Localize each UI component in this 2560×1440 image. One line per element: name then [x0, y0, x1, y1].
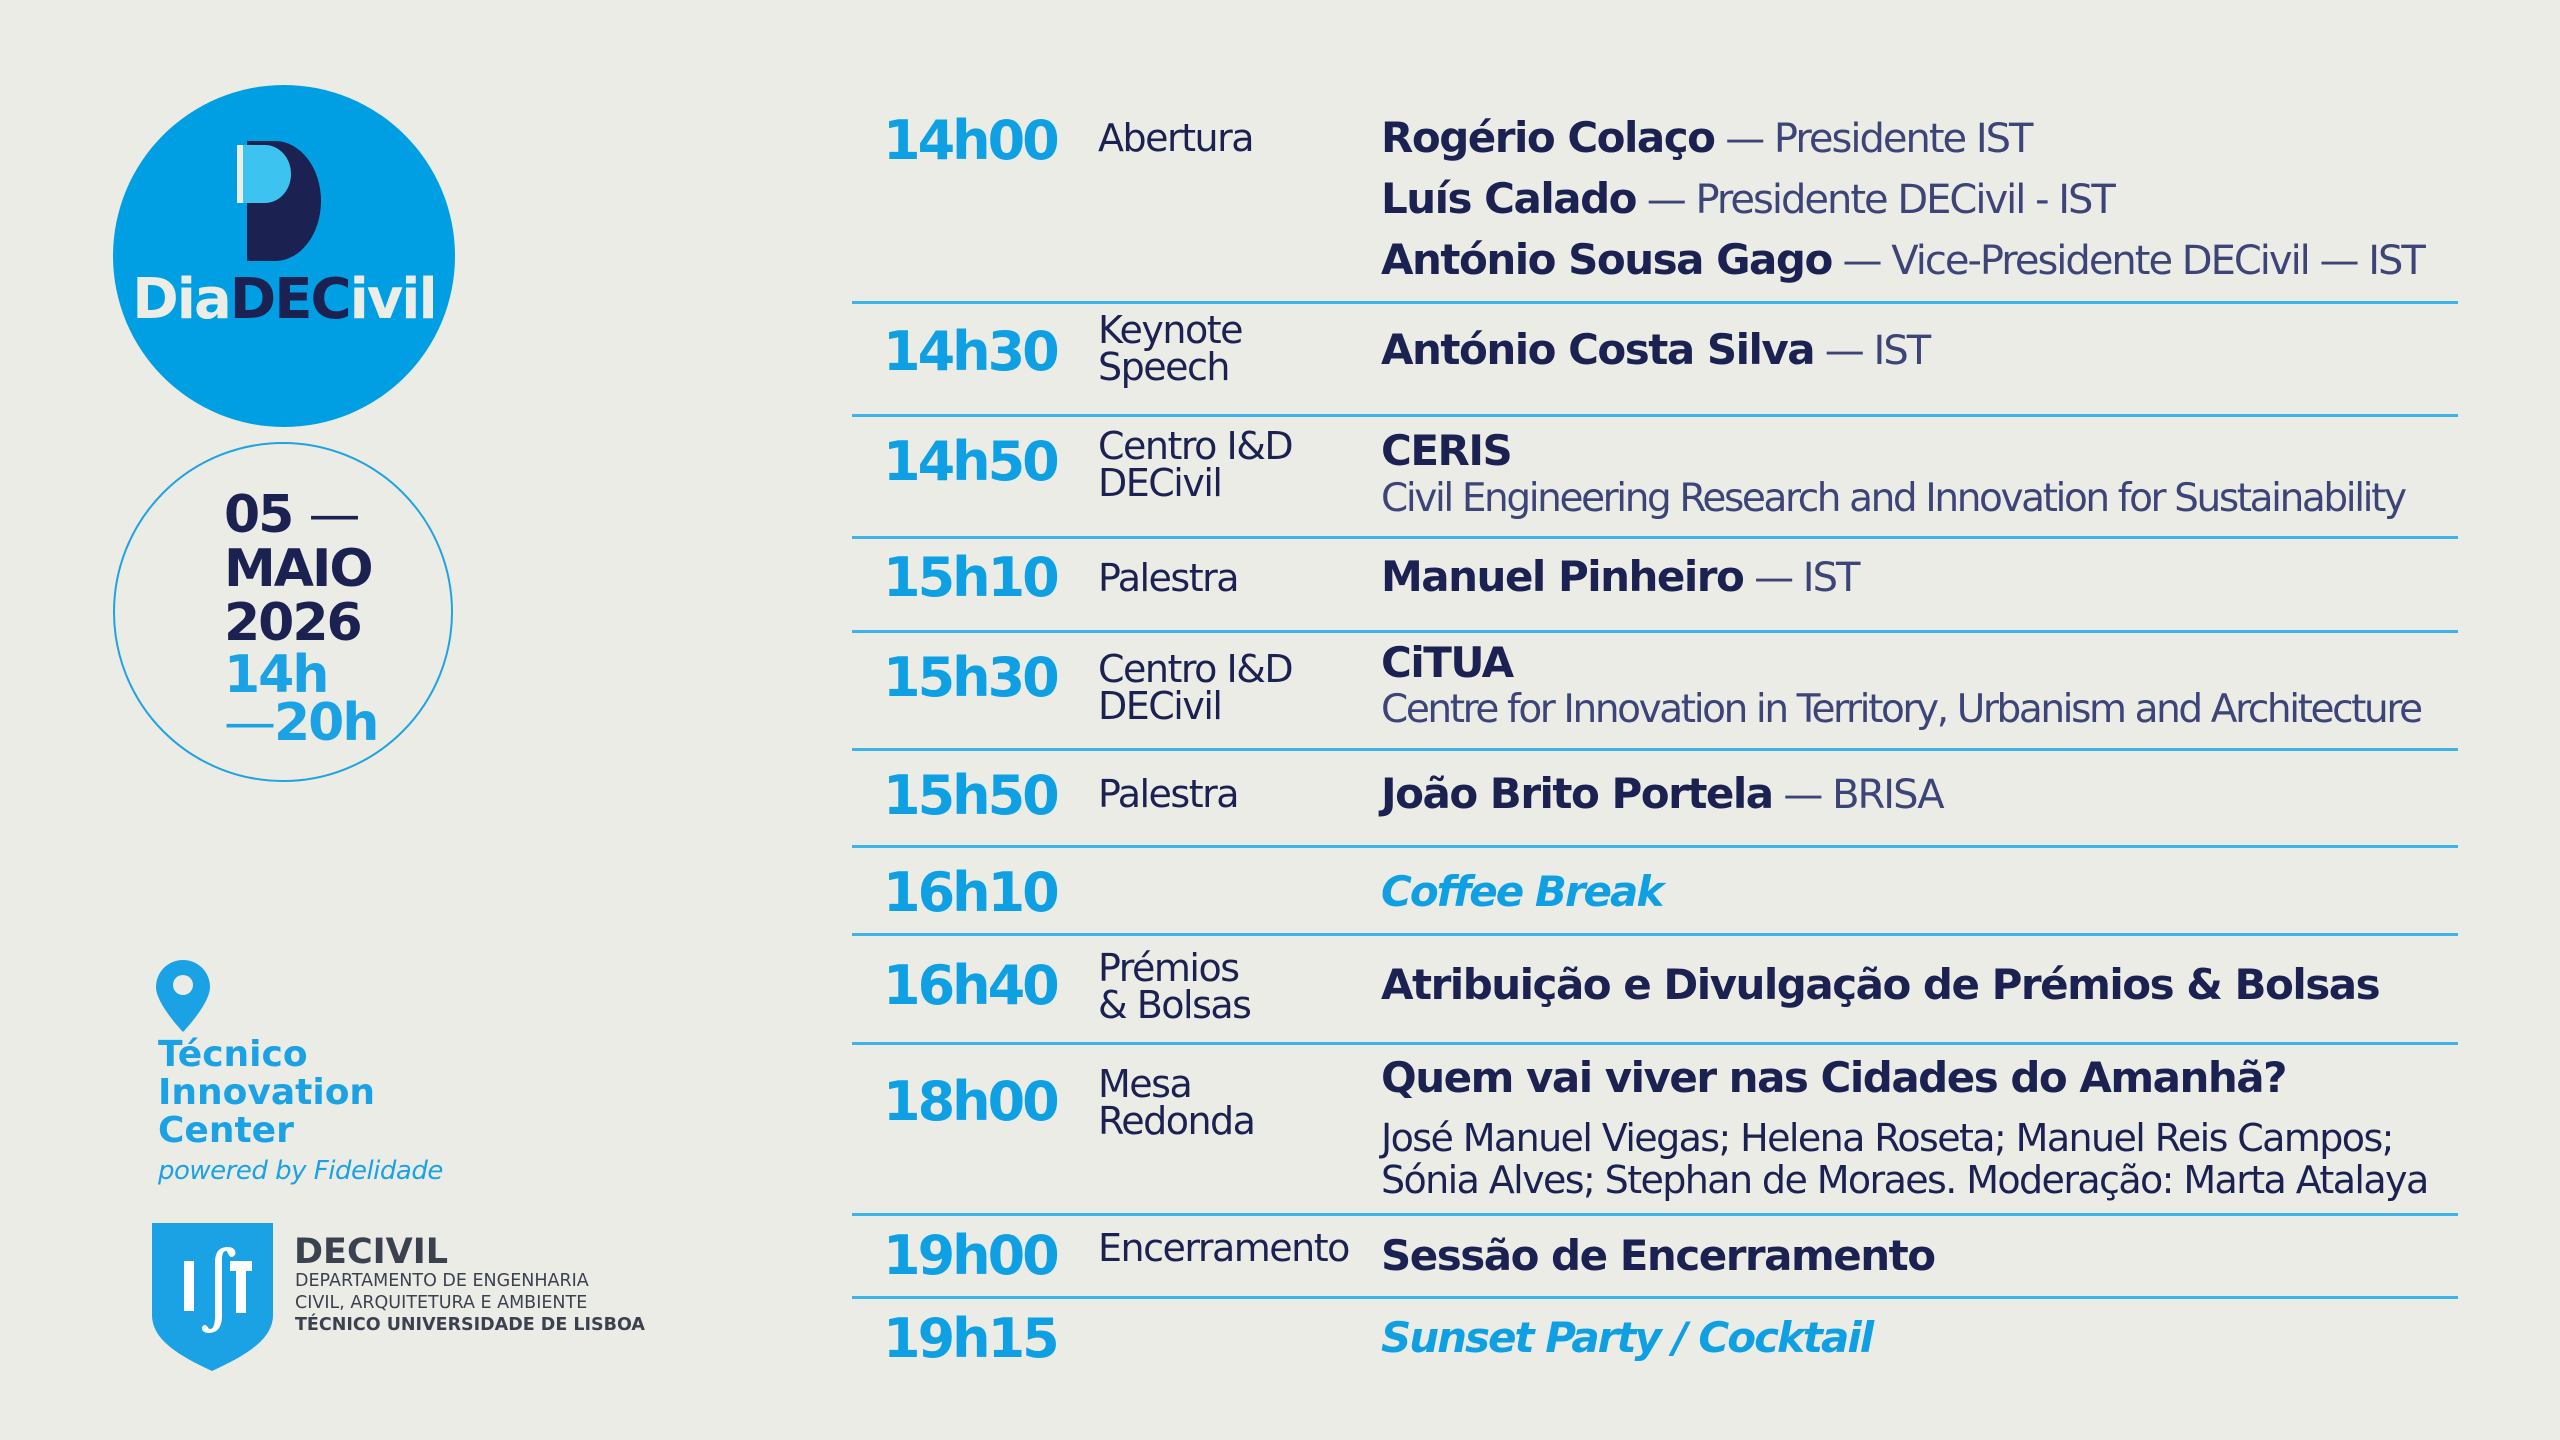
- session-type: Palestra: [1098, 556, 1240, 600]
- session-time: 16h40: [883, 954, 1060, 1017]
- row-divider: [852, 1213, 2458, 1216]
- session-time: 14h30: [883, 320, 1060, 383]
- session-type: DECivil: [1098, 461, 1223, 505]
- time-end: —20h: [224, 693, 379, 753]
- logo-d-icon: [237, 141, 321, 261]
- powered-by-text: powered by Fidelidade: [158, 1156, 443, 1186]
- organizer-title: DECIVIL: [294, 1232, 449, 1272]
- session-type: DECivil: [1098, 684, 1223, 728]
- session-title: Sessão de Encerramento: [1381, 1231, 1936, 1280]
- row-divider: [852, 301, 2458, 304]
- speaker: António Sousa Gago — Vice-Presidente DEC…: [1381, 235, 2426, 284]
- row-divider: [852, 933, 2458, 936]
- session-time: 19h00: [883, 1224, 1060, 1287]
- speaker: Manuel Pinheiro — IST: [1381, 552, 1860, 601]
- speaker: João Brito Portela — BRISA: [1381, 769, 1945, 818]
- date-month: MAIO: [224, 539, 374, 599]
- organizer-sub-3: TÉCNICO UNIVERSIDADE DE LISBOA: [295, 1315, 645, 1335]
- panel-names: Sónia Alves; Stephan de Moraes. Moderaçã…: [1381, 1158, 2429, 1202]
- date-year: 2026: [224, 593, 363, 653]
- session-type: Centro I&D: [1098, 424, 1294, 468]
- session-subtitle: Centre for Innovation in Territory, Urba…: [1381, 687, 2423, 732]
- session-type: Centro I&D: [1098, 647, 1294, 691]
- row-divider: [852, 414, 2458, 417]
- session-time: 14h50: [883, 430, 1060, 493]
- session-type: Speech: [1098, 345, 1230, 389]
- session-type: Encerramento: [1098, 1226, 1350, 1270]
- row-divider: [852, 1042, 2458, 1045]
- organizer-sub-2: CIVIL, ARQUITETURA E AMBIENTE: [295, 1293, 588, 1313]
- speaker: António Costa Silva — IST: [1381, 325, 1931, 374]
- date-badge: 05 — MAIO 2026 14h —20h: [113, 442, 453, 782]
- venue-line-2: Innovation: [158, 1072, 376, 1113]
- session-type: Redonda: [1098, 1099, 1256, 1143]
- session-time: 15h10: [883, 546, 1060, 609]
- row-divider: [852, 630, 2458, 633]
- session-type: & Bolsas: [1098, 983, 1252, 1027]
- session-title: Quem vai viver nas Cidades do Amanhã?: [1381, 1053, 2288, 1102]
- map-pin-icon: [156, 960, 210, 1032]
- organizer-sub-1: DEPARTAMENTO DE ENGENHARIA: [295, 1271, 589, 1291]
- session-time: 18h00: [883, 1070, 1060, 1133]
- session-title: CiTUA: [1381, 638, 1514, 687]
- session-time: 14h00: [883, 109, 1060, 172]
- session-subtitle: Civil Engineering Research and Innovatio…: [1381, 476, 2407, 521]
- row-divider: [852, 536, 2458, 539]
- panel-names: José Manuel Viegas; Helena Roseta; Manue…: [1381, 1116, 2394, 1160]
- session-title: CERIS: [1381, 426, 1513, 475]
- session-time: 19h15: [883, 1307, 1060, 1370]
- row-divider: [852, 748, 2458, 751]
- session-time: 15h30: [883, 646, 1060, 709]
- session-type: Keynote: [1098, 308, 1244, 352]
- diadecivil-logo: DiaDECivil: [113, 85, 455, 427]
- row-divider: [852, 845, 2458, 848]
- session-time: 15h50: [883, 764, 1060, 827]
- logo-wordmark: DiaDECivil: [132, 267, 437, 332]
- speaker: Rogério Colaço — Presidente IST: [1381, 113, 2033, 162]
- session-type: Palestra: [1098, 772, 1240, 816]
- venue-line-3: Center: [158, 1110, 294, 1151]
- time-start: 14h: [224, 645, 329, 705]
- session-highlight: Sunset Party / Cocktail: [1381, 1313, 1874, 1362]
- session-highlight: Coffee Break: [1381, 867, 1664, 916]
- session-time: 16h10: [883, 861, 1060, 924]
- session-title: Atribuição e Divulgação de Prémios & Bol…: [1381, 960, 2381, 1009]
- session-type: Mesa: [1098, 1062, 1193, 1106]
- speaker: Luís Calado — Presidente DECivil - IST: [1381, 174, 2116, 223]
- date-day: 05 —: [224, 485, 360, 545]
- session-type: Prémios: [1098, 946, 1240, 990]
- row-divider: [852, 1296, 2458, 1299]
- ist-shield-icon: [152, 1223, 273, 1371]
- session-type: Abertura: [1098, 116, 1255, 160]
- venue-line-1: Técnico: [158, 1034, 308, 1075]
